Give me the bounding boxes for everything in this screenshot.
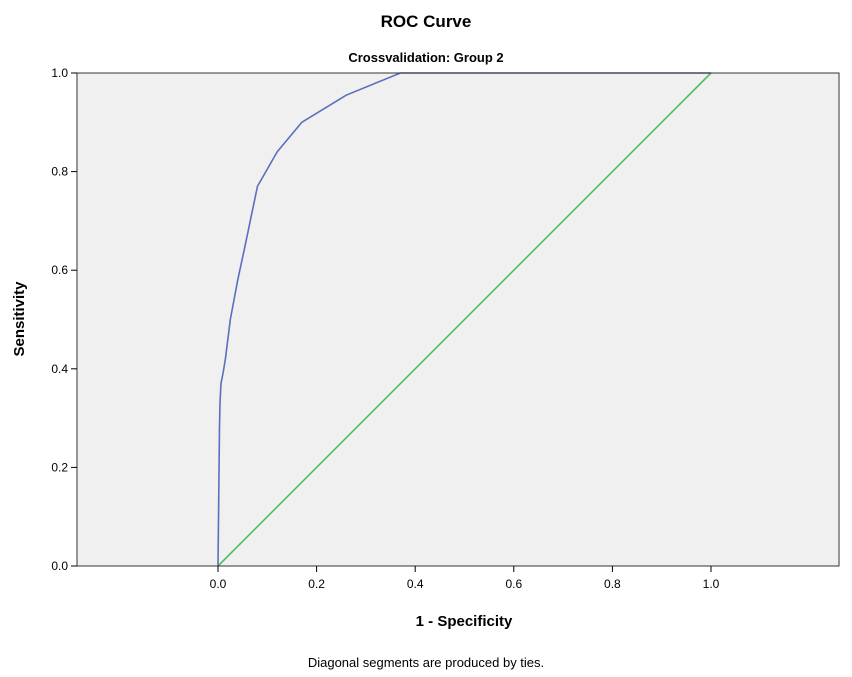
x-axis: 0.0 0.2 0.4 0.6 0.8 1.0 [210, 566, 720, 591]
series-layer [217, 72, 712, 567]
y-tick-label: 0.6 [51, 263, 68, 277]
chart-subtitle: Crossvalidation: Group 2 [348, 50, 503, 65]
y-tick-label: 1.0 [51, 66, 68, 80]
x-tick-label: 0.4 [407, 577, 424, 591]
x-tick-label: 0.8 [604, 577, 621, 591]
plot-frame [76, 72, 840, 567]
x-axis-label: 1 - Specificity [416, 613, 513, 630]
x-tick-label: 0.2 [308, 577, 325, 591]
chart-footnote: Diagonal segments are produced by ties. [308, 655, 544, 670]
y-tick-label: 0.0 [51, 559, 68, 573]
reference-diagonal-line [217, 72, 712, 567]
x-tick-label: 0.0 [210, 577, 227, 591]
y-tick-label: 0.4 [51, 362, 68, 376]
x-tick-label: 1.0 [703, 577, 720, 591]
x-tick-label: 0.6 [505, 577, 522, 591]
y-axis-label: Sensitivity [11, 281, 28, 357]
y-tick-label: 0.8 [51, 165, 68, 179]
y-tick-label: 0.2 [51, 460, 68, 474]
chart-title: ROC Curve [381, 12, 472, 31]
y-axis: 0.0 0.2 0.4 0.6 0.8 1.0 [51, 66, 77, 573]
plot-area [77, 73, 839, 566]
roc-curve-line [217, 72, 711, 567]
